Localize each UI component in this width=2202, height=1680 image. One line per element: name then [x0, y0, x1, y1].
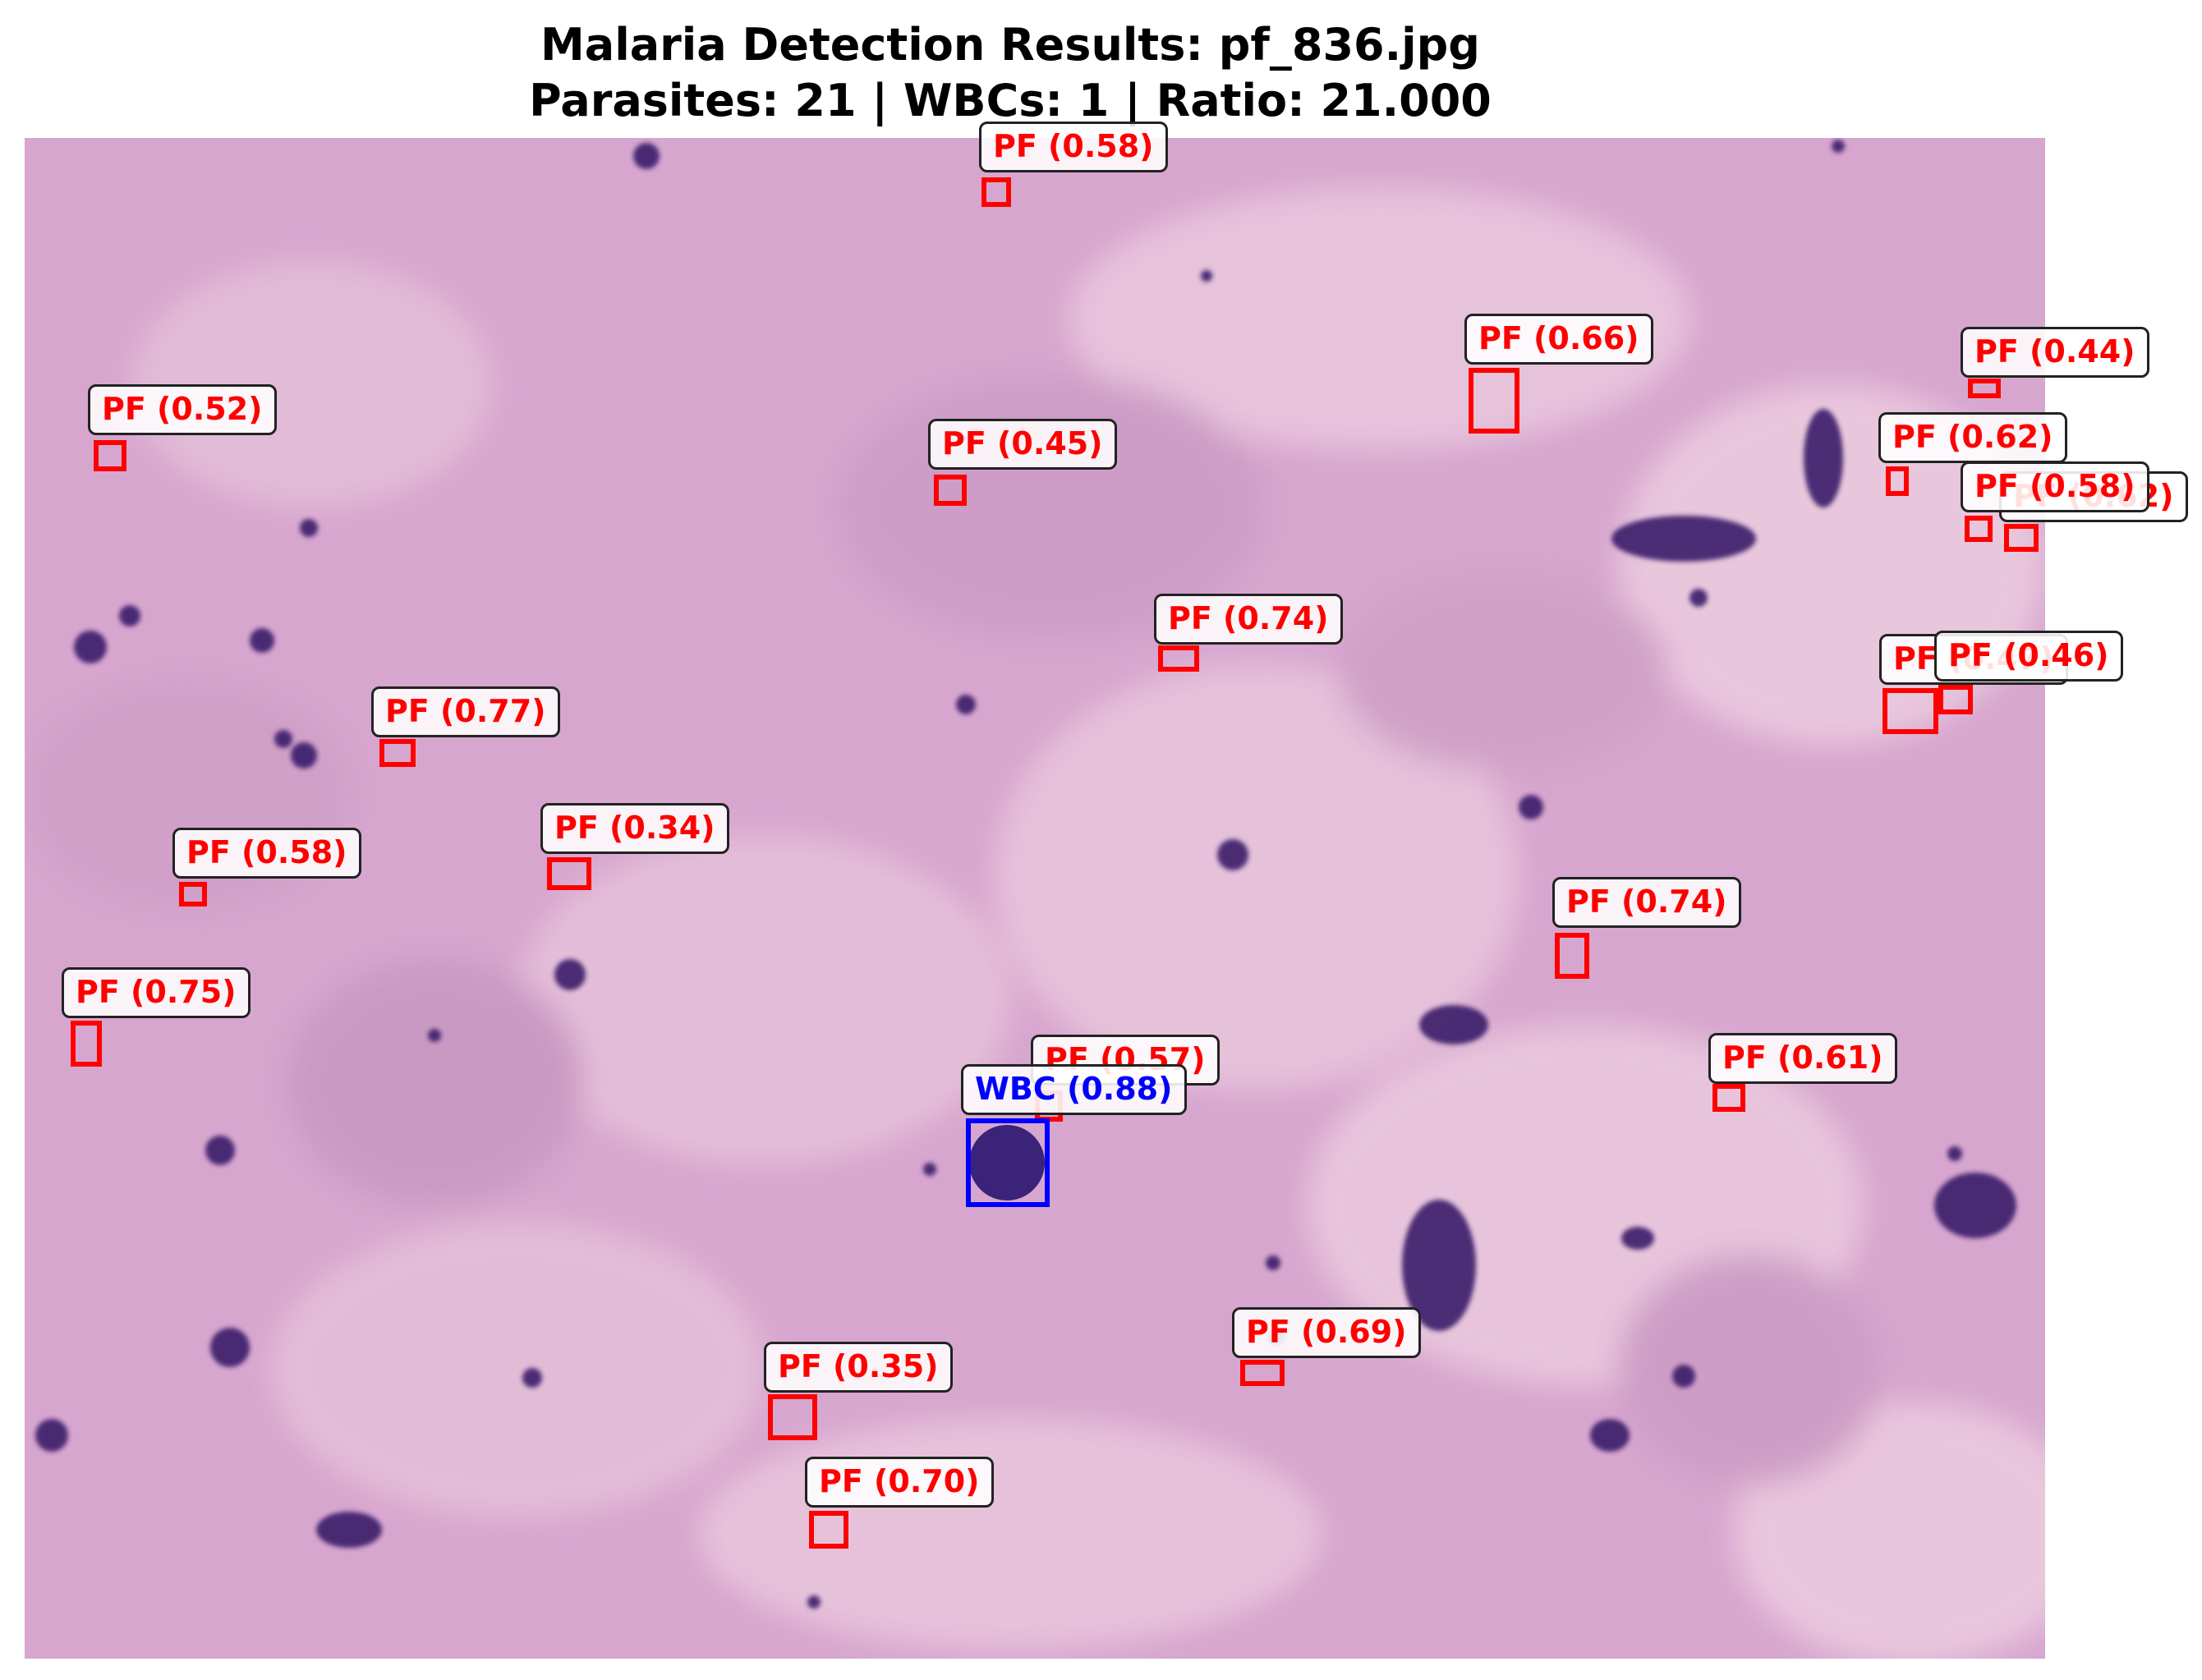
parasite-detection-box: [1469, 368, 1519, 434]
parasite-detection-label: PF (0.69): [1232, 1307, 1421, 1358]
parasite-detection-box: [809, 1511, 848, 1549]
parasite-detection-label: PF (0.58): [979, 122, 1168, 172]
parasite-detection-label: PF (0.61): [1708, 1033, 1897, 1084]
parasite-detection-box: [934, 475, 967, 506]
parasite-detection-box: [71, 1021, 102, 1067]
parasite-detection-box: [981, 177, 1011, 207]
parasite-detection-label: PF (0.77): [371, 686, 560, 737]
parasite-detection-box: [94, 440, 126, 471]
parasite-detection-box: [1965, 516, 1993, 542]
parasite-detection-label: PF (0.66): [1464, 314, 1653, 365]
parasite-detection-label: PF (0.74): [1552, 877, 1741, 928]
microscope-image: PF (0.58) PF (0.66) PF (0.44) PF (0.52) PF (…: [25, 122, 2188, 1659]
parasite-detection-label: PF (0.44): [1961, 327, 2149, 378]
parasite-detection-label: PF (0.70): [805, 1457, 994, 1508]
wbc-detection-box: [966, 1118, 1050, 1207]
parasite-detection-label: PF (0.45): [928, 419, 1117, 470]
parasite-detection-box: [1712, 1084, 1745, 1112]
parasite-detection-box: [768, 1394, 817, 1440]
parasite-detection-box: [1968, 379, 2001, 398]
wbc-detection-label: WBC (0.88): [961, 1064, 1187, 1115]
parasite-detection-label: PF (0.58): [1961, 461, 2149, 512]
parasite-detection-label: PF (0.52): [88, 384, 277, 435]
figure-title: Malaria Detection Results: pf_836.jpg: [540, 19, 1480, 71]
parasite-detection-box: [1938, 685, 1973, 714]
blood-smear-image: [25, 138, 2045, 1659]
figure-subtitle: Parasites: 21 | WBCs: 1 | Ratio: 21.000: [529, 75, 1492, 126]
parasite-detection-box: [2004, 524, 2039, 552]
parasite-detection-box: [1158, 645, 1199, 672]
parasite-detection-label: PF (0.35): [764, 1342, 953, 1393]
parasite-detection-label: PF (0.58): [172, 828, 361, 879]
parasite-detection-label: PF (0.62): [1878, 412, 2067, 463]
parasite-detection-label: PF (0.34): [540, 803, 729, 854]
parasite-detection-box: [1240, 1360, 1285, 1386]
parasite-detection-label: PF (0.46): [1934, 631, 2123, 682]
parasite-detection-box: [179, 882, 207, 907]
parasite-detection-box: [379, 739, 416, 767]
parasite-detection-box: [1555, 933, 1589, 979]
parasite-detection-box: [1883, 688, 1938, 734]
parasite-detection-box: [547, 857, 591, 890]
parasite-detection-box: [1886, 466, 1909, 496]
parasite-detection-label: PF (0.75): [62, 967, 251, 1018]
parasite-detection-label: PF (0.74): [1154, 594, 1343, 645]
